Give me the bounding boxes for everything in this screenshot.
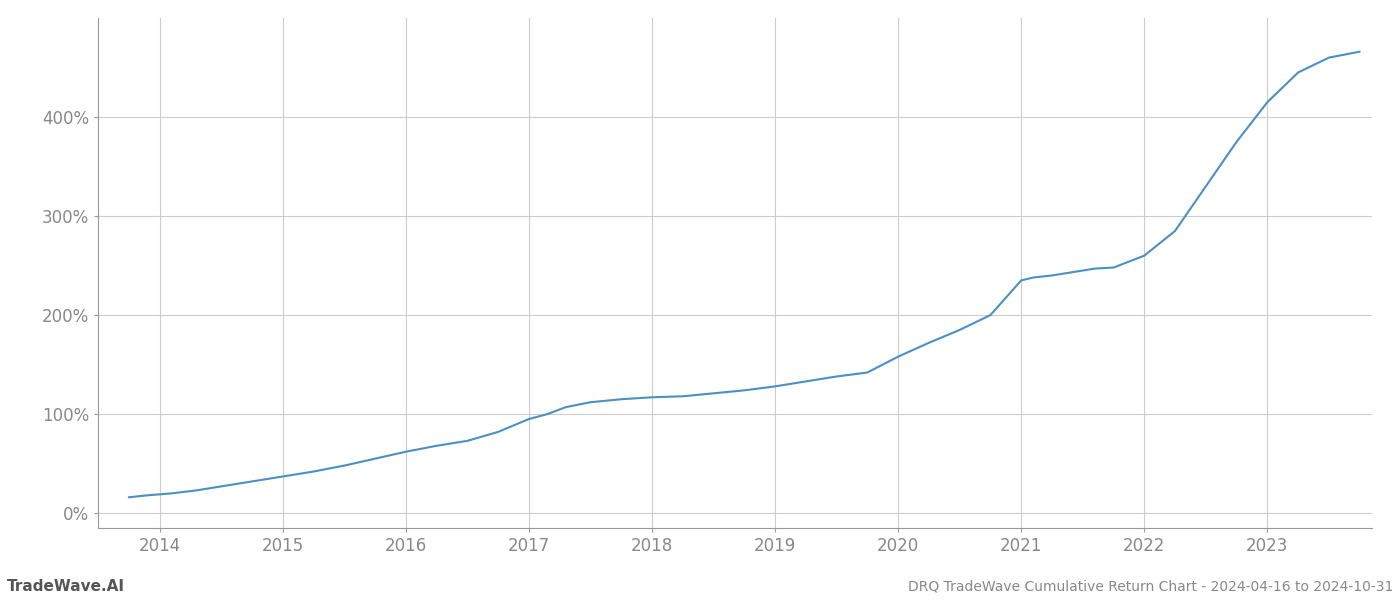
Text: DRQ TradeWave Cumulative Return Chart - 2024-04-16 to 2024-10-31: DRQ TradeWave Cumulative Return Chart - … bbox=[907, 580, 1393, 594]
Text: TradeWave.AI: TradeWave.AI bbox=[7, 579, 125, 594]
